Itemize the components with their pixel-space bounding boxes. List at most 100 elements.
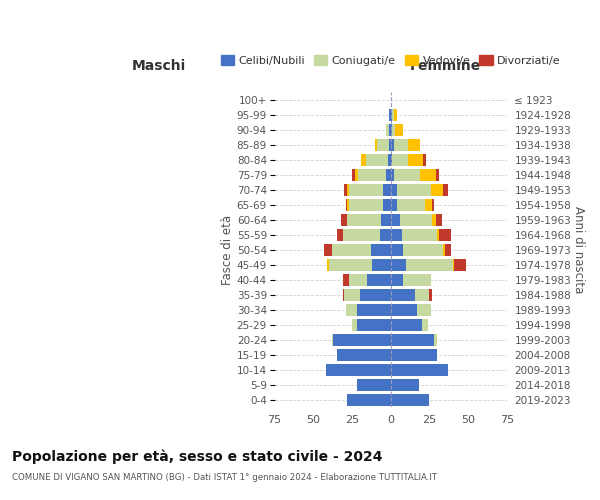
Bar <box>391 319 422 330</box>
Bar <box>329 259 372 270</box>
Bar <box>436 214 442 226</box>
Bar <box>372 259 391 270</box>
Bar <box>382 214 391 226</box>
Y-axis label: Anni di nascita: Anni di nascita <box>572 206 585 294</box>
Bar <box>343 274 349 285</box>
Text: COMUNE DI VIGANO SAN MARTINO (BG) - Dati ISTAT 1° gennaio 2024 - Elaborazione TU: COMUNE DI VIGANO SAN MARTINO (BG) - Dati… <box>12 472 437 482</box>
Bar <box>394 139 407 150</box>
Bar <box>356 304 391 316</box>
Bar <box>391 214 400 226</box>
Bar <box>349 184 383 196</box>
Bar <box>326 364 391 376</box>
Bar <box>391 154 392 166</box>
Bar <box>391 364 448 376</box>
Bar <box>391 109 392 120</box>
Y-axis label: Fasce di età: Fasce di età <box>221 214 234 285</box>
Bar <box>334 334 391 345</box>
Bar <box>375 139 377 150</box>
Bar <box>383 184 391 196</box>
Bar <box>344 289 360 300</box>
Bar <box>352 169 355 180</box>
Bar <box>388 154 391 166</box>
Bar <box>420 169 436 180</box>
Bar <box>439 229 451 240</box>
Bar <box>406 259 452 270</box>
Bar <box>332 334 334 345</box>
Bar <box>431 184 443 196</box>
Bar <box>349 274 367 285</box>
Bar <box>407 139 420 150</box>
Bar <box>403 244 443 256</box>
Legend: Celibi/Nubili, Coniugati/e, Vedovi/e, Divorziati/e: Celibi/Nubili, Coniugati/e, Vedovi/e, Di… <box>216 50 565 70</box>
Bar <box>367 274 391 285</box>
Bar <box>391 394 430 406</box>
Bar <box>407 154 423 166</box>
Bar <box>391 184 397 196</box>
Bar <box>430 289 433 300</box>
Bar <box>391 274 403 285</box>
Bar <box>391 124 392 136</box>
Bar <box>391 304 417 316</box>
Bar <box>324 244 332 256</box>
Bar <box>391 139 394 150</box>
Bar <box>400 214 433 226</box>
Bar <box>443 184 448 196</box>
Bar <box>401 229 437 240</box>
Text: Popolazione per età, sesso e stato civile - 2024: Popolazione per età, sesso e stato civil… <box>12 450 383 464</box>
Bar <box>392 154 407 166</box>
Bar <box>392 109 394 120</box>
Bar <box>394 169 420 180</box>
Bar <box>445 244 451 256</box>
Bar <box>437 229 439 240</box>
Bar <box>443 244 445 256</box>
Bar <box>422 319 428 330</box>
Bar <box>343 229 380 240</box>
Bar <box>389 124 391 136</box>
Bar <box>349 199 383 210</box>
Bar <box>397 184 431 196</box>
Bar <box>377 139 389 150</box>
Bar <box>454 259 466 270</box>
Bar <box>347 184 349 196</box>
Bar <box>356 319 391 330</box>
Bar <box>433 214 436 226</box>
Bar <box>383 199 391 210</box>
Bar <box>337 349 391 360</box>
Bar <box>361 154 366 166</box>
Bar <box>337 229 343 240</box>
Bar <box>346 199 347 210</box>
Text: Maschi: Maschi <box>131 60 186 74</box>
Bar <box>327 259 329 270</box>
Text: Femmine: Femmine <box>410 60 481 74</box>
Bar <box>386 169 391 180</box>
Bar <box>347 214 382 226</box>
Bar <box>436 169 439 180</box>
Bar <box>415 289 430 300</box>
Bar <box>391 334 434 345</box>
Bar <box>391 229 401 240</box>
Bar <box>332 244 371 256</box>
Bar <box>344 184 347 196</box>
Bar <box>347 394 391 406</box>
Bar <box>394 109 397 120</box>
Bar <box>423 154 426 166</box>
Bar <box>391 244 403 256</box>
Bar <box>366 154 388 166</box>
Bar <box>341 214 347 226</box>
Bar <box>417 304 431 316</box>
Bar <box>391 259 406 270</box>
Bar <box>391 349 437 360</box>
Bar <box>343 289 344 300</box>
Bar <box>352 319 356 330</box>
Bar <box>434 334 437 345</box>
Bar <box>433 199 434 210</box>
Bar <box>452 259 454 270</box>
Bar <box>392 124 395 136</box>
Bar <box>397 199 425 210</box>
Bar <box>347 199 349 210</box>
Bar <box>391 169 394 180</box>
Bar <box>356 379 391 390</box>
Bar <box>360 289 391 300</box>
Bar <box>358 169 386 180</box>
Bar <box>425 199 433 210</box>
